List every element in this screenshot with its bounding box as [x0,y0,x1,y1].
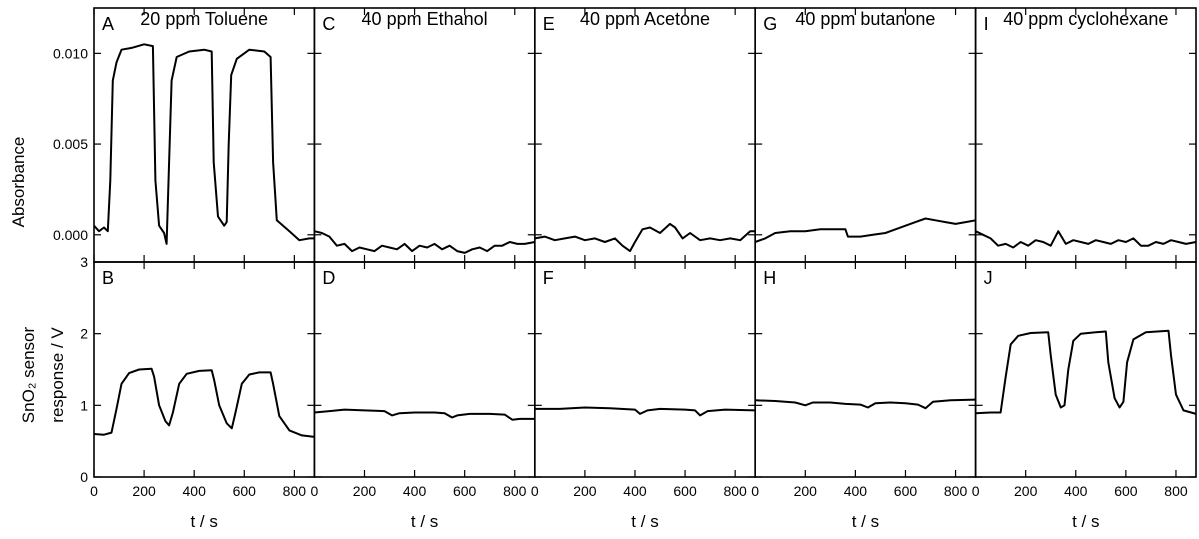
x-tick-label: 0 [531,483,539,499]
x-axis-title: t / s [1072,512,1099,531]
panel-letter: I [984,14,989,34]
x-tick-label: 600 [894,483,918,499]
y-axis-title-sensor-line-1: SnO₂ sensor [19,326,38,423]
column-2: C D 0 200 400 600 800 t / s [311,7,536,531]
x-tick-label: 0 [311,483,319,499]
x-tick-label: 800 [944,483,968,499]
top-panel-frame [754,7,977,263]
x-tick-label: 600 [1114,483,1138,499]
x-tick-label: 600 [233,483,257,499]
x-tick-label: 200 [1014,483,1038,499]
sensor-response-series-line [314,408,535,421]
bottom-panel-frame [313,261,536,478]
x-tick-label: 200 [573,483,597,499]
x-tick-label: 800 [1164,483,1188,499]
x-tick-label: 200 [794,483,818,499]
y-axis-title-absorbance: Absorbance [9,137,28,228]
panel-letter: G [763,14,777,34]
panel-letter: F [543,268,554,288]
top-panel-frame [313,7,536,263]
bottom-panel-frame [93,261,316,478]
x-tick-label: 600 [453,483,477,499]
x-tick-label: 400 [623,483,647,499]
absorbance-series-line [754,217,976,243]
bottom-panel-frame [974,261,1197,478]
panel-letter: J [984,268,993,288]
column-title: 20 ppm Toluene [140,9,268,29]
panel-letter: E [543,14,555,34]
column-4: G H 0 200 400 600 800 t / s [751,7,977,531]
absorbance-series-line [534,222,756,253]
y-tick-label: 0 [80,469,88,485]
x-tick-label: 800 [503,483,527,499]
absorbance-series-line [314,230,535,254]
y-tick-label: 2 [80,326,88,342]
x-axis-title: t / s [411,512,438,531]
x-tick-label: 400 [1064,483,1088,499]
column-title: 40 ppm Acetone [580,9,710,29]
x-tick-label: 0 [90,483,98,499]
top-panel-frame [974,7,1197,263]
sensor-response-series-line [755,398,976,410]
column-5: I J 0 200 400 600 800 t / s [972,7,1197,531]
y-axis-title-sensor: SnO₂ sensor response / V [19,326,67,423]
bottom-panel-frame [533,261,756,478]
panel-letter: H [763,268,776,288]
top-panel-frame [533,7,756,263]
x-tick-label: 400 [403,483,427,499]
column-titles: 20 ppm Toluene 40 ppm Ethanol 40 ppm Aceto… [140,9,1168,29]
y-axis-title-sensor-line-2: response / V [48,327,67,423]
x-axis-title: t / s [631,512,658,531]
column-1: A B 0 200 400 600 800 t / s [90,7,316,531]
sensor-response-series-line [975,329,1197,415]
x-tick-label: 600 [673,483,697,499]
x-tick-label: 800 [283,483,307,499]
column-3: E F 0 200 400 600 800 t / s [531,7,756,531]
x-tick-label: 0 [751,483,759,499]
y-tick-label: 0.005 [53,136,88,152]
x-tick-label: 200 [132,483,156,499]
y-tick-label: 0.000 [53,227,88,243]
bottom-panel-frame [754,261,977,478]
sensor-response-series-line [534,406,756,417]
y-tick-label: 3 [80,254,88,270]
y-axis-labels: 0.000 0.005 0.010 0 1 2 3 [53,45,88,485]
x-axis-title: t / s [190,512,217,531]
x-tick-label: 0 [972,483,980,499]
x-tick-label: 400 [844,483,868,499]
panel-letter: A [102,14,114,34]
x-tick-label: 400 [183,483,207,499]
column-title: 40 ppm cyclohexane [1003,9,1168,29]
x-axis-title: t / s [852,512,879,531]
absorbance-series-line [975,230,1197,249]
x-tick-label: 200 [353,483,377,499]
panel-letter: C [322,14,335,34]
column-title: 40 ppm butanone [795,9,935,29]
y-tick-label: 0.010 [53,45,88,61]
y-tick-label: 1 [80,397,88,413]
panel-letter: B [102,268,114,288]
sensor-response-series-line [93,367,315,438]
absorbance-series-line [93,43,315,245]
column-title: 40 ppm Ethanol [362,9,488,29]
x-tick-label: 800 [723,483,747,499]
panel-letter: D [322,268,335,288]
